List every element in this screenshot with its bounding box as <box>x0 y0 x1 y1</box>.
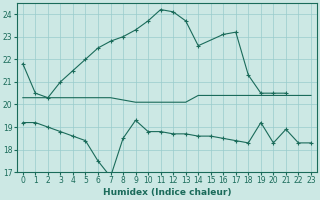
X-axis label: Humidex (Indice chaleur): Humidex (Indice chaleur) <box>103 188 231 197</box>
